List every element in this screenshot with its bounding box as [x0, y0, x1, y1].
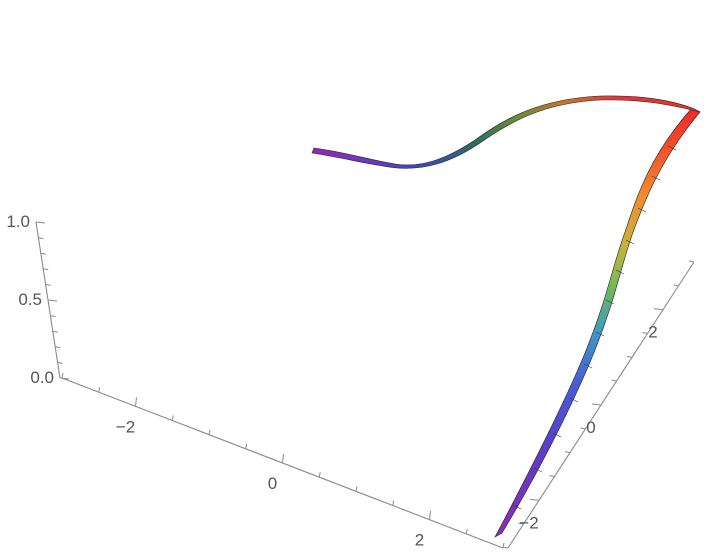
x-tick-mark [245, 443, 248, 449]
y-tick-mark [626, 355, 633, 358]
tube-seam [595, 331, 605, 337]
tube-seam [637, 207, 647, 213]
tube-curve [311, 95, 701, 538]
z-tick-label: 0.5 [18, 290, 42, 309]
y-tick-mark [591, 403, 602, 406]
z-tick-mark [45, 283, 51, 286]
x-tick-mark [282, 453, 284, 464]
z-tick-mark [43, 268, 49, 271]
y-tick-mark [564, 451, 571, 454]
y-tick-mark [549, 475, 555, 477]
tube-top-segment [311, 95, 701, 169]
axes-group [35, 221, 695, 549]
tube-rising-segment [494, 107, 701, 538]
x-tick-mark [429, 510, 431, 520]
tube-seam [605, 299, 615, 305]
tube-seam [552, 432, 562, 438]
tick-labels: −2 0 2 −2 0 2 0.0 0.5 1.0 [6, 212, 657, 550]
x-tick-label: 2 [415, 531, 424, 550]
x-tick-mark [355, 486, 358, 492]
tube-seam [667, 145, 677, 151]
x-tick-label: −2 [116, 417, 135, 436]
tube-seam [651, 175, 661, 181]
x-tick-mark [208, 429, 211, 435]
z-tick-label: 0.0 [30, 368, 54, 387]
tube-seam [533, 467, 543, 473]
tube-seam [569, 397, 579, 403]
x-tick-mark [392, 500, 395, 506]
y-tick-mark [642, 332, 648, 334]
z-tick-mark [35, 221, 46, 224]
x-tick-mark [61, 372, 64, 379]
y-tick-label: 2 [648, 323, 657, 342]
y-tick-mark [502, 546, 509, 549]
x-tick-mark [318, 472, 321, 478]
z-tick-mark [47, 299, 58, 302]
z-tick-mark [38, 237, 44, 240]
x-tick-mark [465, 528, 468, 534]
z-tick-mark [40, 252, 46, 255]
z-tick-mark [59, 377, 70, 380]
x-tick-mark [98, 387, 101, 393]
x-tick-mark [135, 397, 137, 407]
x-tick-mark [171, 415, 174, 421]
y-tick-mark [518, 522, 524, 525]
tube-seam [625, 239, 635, 245]
x-tick-label: 0 [268, 474, 277, 493]
tube-seam [512, 504, 522, 510]
y-tick-mark [673, 284, 679, 287]
y-tick-mark [653, 308, 664, 311]
z-tick-mark [50, 315, 56, 318]
y-tick-mark [580, 427, 586, 430]
y-tick-mark [611, 379, 617, 382]
y-tick-mark [529, 498, 540, 501]
z-tick-mark [57, 361, 63, 364]
z-tick-mark [52, 330, 58, 333]
y-tick-label: −2 [519, 513, 538, 532]
y-tick-label: 0 [586, 418, 595, 437]
tube-seam [615, 269, 625, 275]
z-tick-mark [55, 346, 61, 349]
y-tick-mark [688, 260, 695, 263]
tube-seam [583, 363, 593, 369]
z-tick-label: 1.0 [6, 212, 30, 231]
